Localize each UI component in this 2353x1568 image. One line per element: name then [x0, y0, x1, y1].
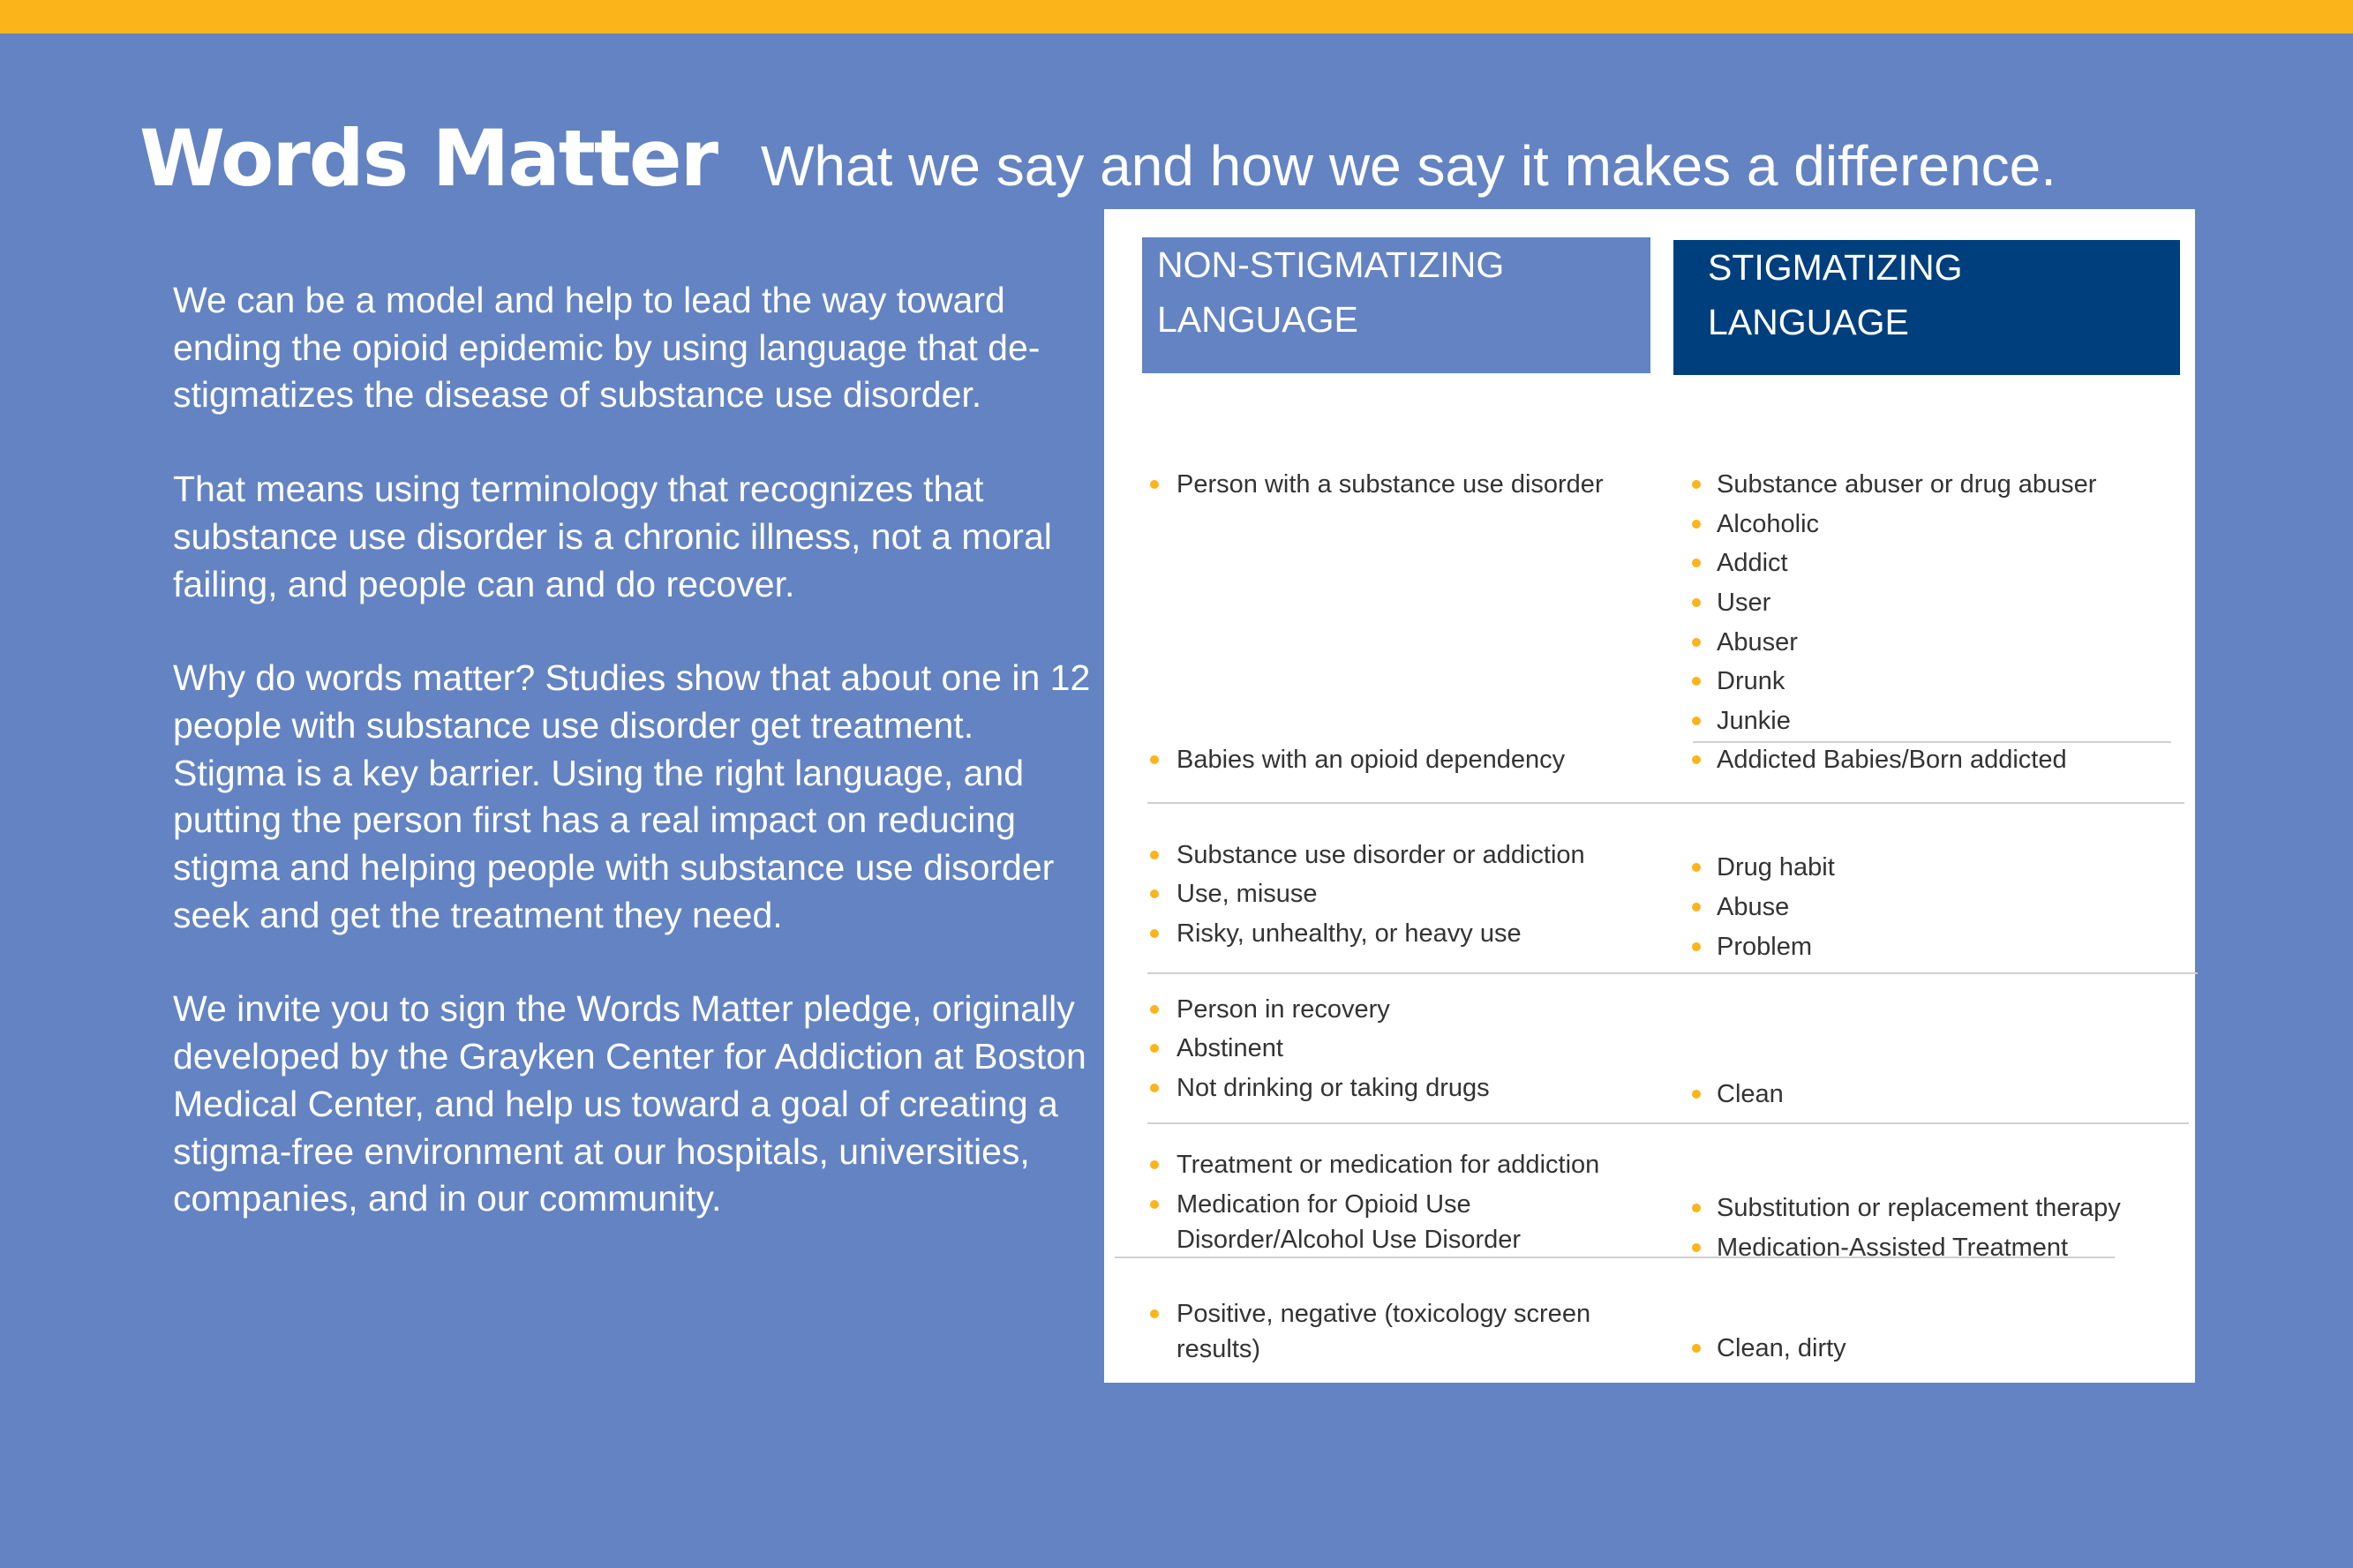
list-item: Abstinent [1176, 1034, 1283, 1062]
list-item: Medication-Assisted Treatment [1717, 1234, 2069, 1262]
bullet-icon [1150, 851, 1159, 859]
bullet-icon [1150, 1005, 1159, 1014]
list-item: Medication for Opioid Use [1176, 1190, 1471, 1219]
bullet-icon [1692, 480, 1701, 489]
bullet-icon [1150, 889, 1159, 898]
list-item: Risky, unhealthy, or heavy use [1176, 919, 1522, 948]
page-title: Words Matter [139, 113, 718, 204]
list-item: Abuser [1717, 628, 1798, 656]
row-divider [1115, 1257, 2115, 1258]
headline: Words Matter What we say and how we say i… [139, 113, 2056, 204]
bullet-icon [1692, 1243, 1701, 1252]
bullet-icon [1150, 1084, 1159, 1092]
page-subtitle: What we say and how we say it makes a di… [760, 134, 2056, 198]
paragraph: That means using terminology that recogn… [173, 469, 1052, 604]
bullet-icon [1692, 755, 1701, 764]
list-item: Drunk [1717, 667, 1785, 695]
list-item: Addict [1717, 549, 1788, 577]
bullet-icon [1692, 903, 1701, 912]
paragraph: Why do words matter? Studies show that a… [173, 657, 1091, 935]
non-stigmatizing-header: NON-STIGMATIZING LANGUAGE [1142, 237, 1650, 373]
list-item: Babies with an opioid dependency [1176, 746, 1566, 774]
list-item: User [1717, 589, 1771, 617]
bullet-icon [1692, 559, 1701, 567]
list-item: Substance use disorder or addiction [1176, 841, 1585, 869]
bullet-icon [1692, 677, 1701, 686]
bullet-icon [1150, 755, 1159, 764]
list-item: Person in recovery [1176, 995, 1390, 1024]
row-divider [1147, 1122, 2189, 1124]
bullet-icon [1150, 1200, 1159, 1209]
list-item: Treatment or medication for addiction [1176, 1151, 1600, 1179]
paragraph: We invite you to sign the Words Matter p… [173, 988, 1086, 1219]
bullet-icon [1150, 1309, 1159, 1318]
bullet-icon [1692, 638, 1701, 647]
list-item: Addicted Babies/Born addicted [1717, 746, 2067, 774]
bullet-icon [1150, 480, 1159, 489]
list-item: Positive, negative (toxicology screen [1176, 1300, 1591, 1328]
header-line: STIGMATIZING [1708, 247, 1963, 288]
list-item: Person with a substance use disorder [1176, 470, 1604, 499]
list-item: Disorder/Alcohol Use Disorder [1176, 1226, 1522, 1254]
bullet-icon [1692, 520, 1701, 529]
row-divider [1147, 972, 2198, 974]
top-accent-bar [0, 0, 2353, 34]
list-item: Drug habit [1717, 853, 1835, 882]
bullet-icon [1692, 598, 1701, 607]
row-divider [1693, 741, 2171, 743]
list-item: Abuse [1717, 893, 1790, 921]
header-line: LANGUAGE [1708, 302, 1909, 342]
list-item: results) [1176, 1335, 1261, 1363]
header-line: LANGUAGE [1157, 299, 1358, 340]
list-item: Alcoholic [1717, 510, 1820, 538]
header-line: NON-STIGMATIZING [1157, 244, 1505, 285]
language-table: NON-STIGMATIZING LANGUAGE STIGMATIZING L… [1104, 209, 2198, 1383]
bullet-icon [1692, 1344, 1701, 1353]
bullet-icon [1692, 1090, 1701, 1099]
list-item: Clean [1717, 1080, 1784, 1108]
list-item: Problem [1717, 933, 1812, 961]
bullet-icon [1150, 1044, 1159, 1053]
list-item: Clean, dirty [1717, 1334, 1846, 1362]
bullet-icon [1692, 716, 1701, 725]
paragraph: We can be a model and help to lead the w… [173, 280, 1041, 416]
bullet-icon [1150, 1160, 1159, 1169]
list-item: Use, misuse [1176, 880, 1318, 908]
bullet-icon [1150, 929, 1159, 938]
list-item: Substitution or replacement therapy [1717, 1194, 2121, 1222]
bullet-icon [1692, 863, 1701, 872]
bullet-icon [1692, 942, 1701, 951]
list-item: Not drinking or taking drugs [1176, 1074, 1490, 1102]
list-item: Substance abuser or drug abuser [1717, 470, 2097, 499]
intro-text: We can be a model and help to lead the w… [173, 277, 1091, 1270]
bullet-icon [1692, 1204, 1701, 1212]
row-divider [1147, 802, 2184, 804]
stigmatizing-header: STIGMATIZING LANGUAGE [1673, 240, 2180, 375]
list-item: Junkie [1717, 707, 1791, 735]
